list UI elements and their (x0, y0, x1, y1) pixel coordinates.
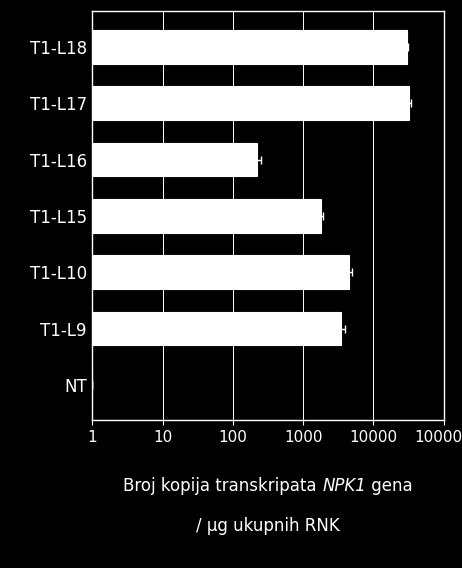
Text: NPK1: NPK1 (322, 477, 366, 495)
Bar (0, 143, 257, 177)
Bar (0, 312, 341, 345)
Bar (0, 86, 409, 120)
Bar (0, 368, 92, 402)
Bar (0, 199, 321, 233)
Text: / μg ukupnih RNK: / μg ukupnih RNK (196, 517, 340, 535)
Bar (0, 30, 407, 64)
Bar (0, 255, 349, 289)
Text: gena: gena (366, 477, 413, 495)
Text: Broj kopija transkripata: Broj kopija transkripata (123, 477, 322, 495)
